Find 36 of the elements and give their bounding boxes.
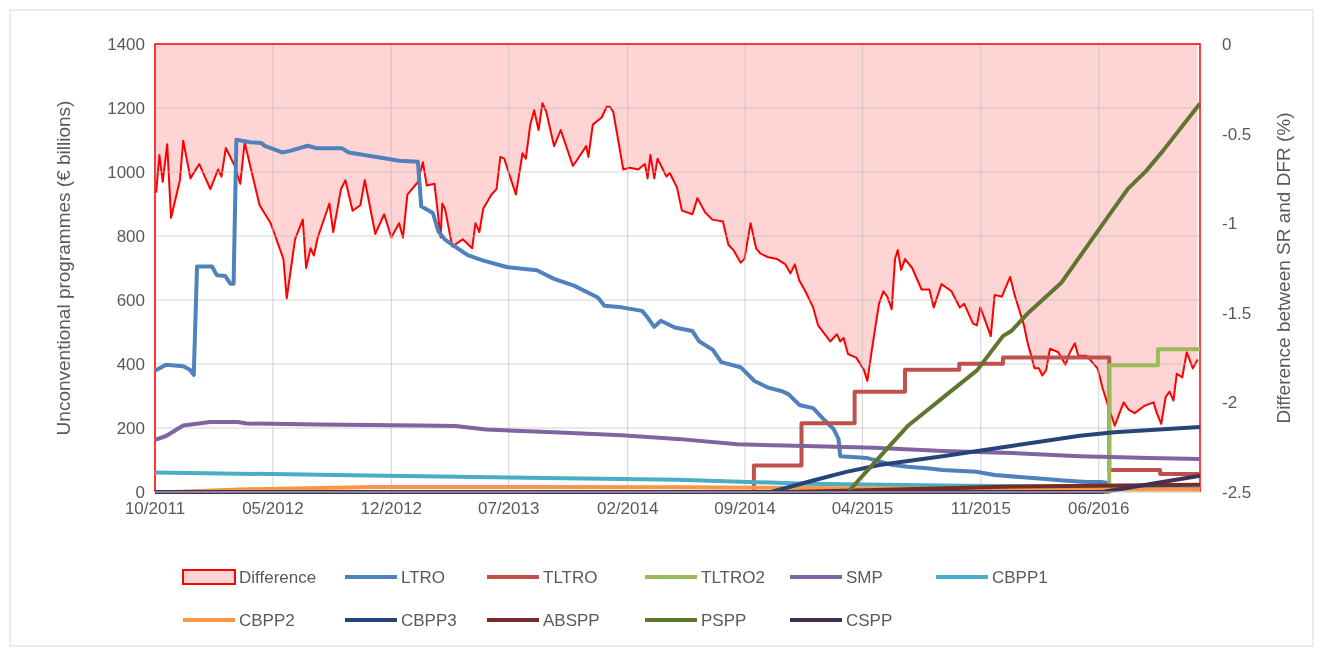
y-tick-label: 1400: [107, 34, 145, 54]
x-tick-label: 04/2015: [831, 499, 894, 518]
y-tick-label: 200: [116, 418, 145, 438]
y-tick-label: 0: [135, 482, 145, 502]
y2-tick-label: -2: [1222, 393, 1238, 413]
y-axis-title: Unconventional programmes (€ billions): [53, 100, 74, 436]
legend-label: LTRO: [401, 567, 446, 587]
legend-label: Difference: [239, 567, 317, 587]
x-tick-label: 09/2014: [714, 499, 776, 518]
y-tick-label: 600: [116, 290, 145, 310]
x-tick-label: 11/2015: [950, 499, 1011, 518]
y2-tick-label: -1: [1222, 214, 1238, 234]
x-tick-label: 05/2012: [242, 499, 304, 518]
x-tick-label: 10/2011: [124, 499, 186, 518]
legend-label: CSPP: [846, 610, 893, 630]
x-tick-label: 06/2016: [1067, 499, 1130, 518]
legend-label: CBPP2: [239, 610, 295, 630]
y-tick-label: 1200: [107, 98, 145, 118]
y2-tick-label: -2.5: [1222, 482, 1252, 502]
y2-tick-label: 0: [1222, 34, 1232, 54]
y2-axis-title: Difference between SR and DFR (%): [1273, 112, 1294, 424]
x-tick-label: 07/2013: [477, 499, 540, 518]
x-tick-label: 02/2014: [596, 499, 659, 518]
legend-label: CBPP3: [401, 610, 457, 630]
y2-tick-label: -0.5: [1222, 124, 1252, 144]
legend-label: ABSPP: [543, 610, 600, 630]
y2-tick-label: -1.5: [1222, 303, 1252, 323]
legend-label: PSPP: [701, 610, 747, 630]
legend-label: TLTRO2: [701, 567, 765, 587]
x-tick-label: 12/2012: [360, 499, 423, 518]
y-tick-label: 1000: [107, 162, 145, 182]
y-tick-label: 800: [116, 226, 145, 246]
legend-label: SMP: [846, 567, 883, 587]
legend-label: TLTRO: [543, 567, 598, 587]
y-tick-label: 400: [116, 354, 145, 374]
legend-label: CBPP1: [992, 567, 1048, 587]
